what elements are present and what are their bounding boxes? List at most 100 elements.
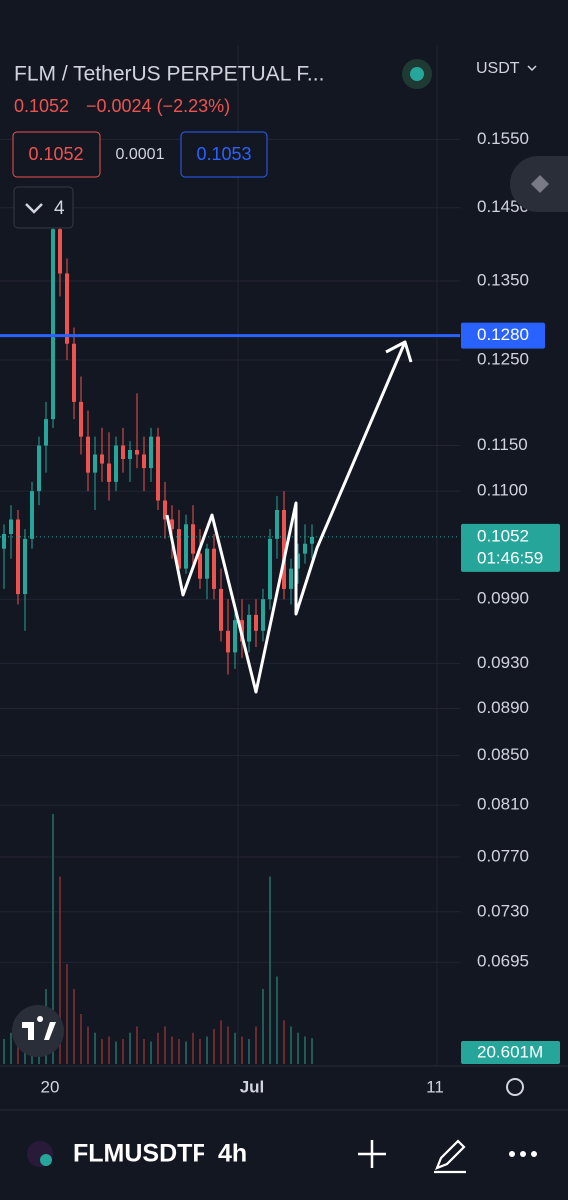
candle-body <box>247 614 251 642</box>
candle-body <box>23 538 27 595</box>
add-button[interactable] <box>358 1140 386 1168</box>
volume-bar <box>255 1026 257 1064</box>
settings-icon[interactable] <box>506 1078 524 1096</box>
y-tick-label: 0.0890 <box>477 698 529 717</box>
symbol-icon-badge <box>40 1154 52 1166</box>
candle-body <box>44 419 48 446</box>
candle-body <box>310 536 314 544</box>
chevron <box>25 203 43 214</box>
candle-body <box>282 509 286 589</box>
y-tick-label: 0.0770 <box>477 847 529 866</box>
candle-body <box>121 445 125 460</box>
volume-bar <box>80 1014 82 1064</box>
volume-bar <box>262 989 264 1064</box>
footer-interval[interactable]: 4h <box>218 1140 247 1168</box>
candle-body <box>219 588 223 631</box>
candle-body <box>184 524 188 569</box>
more-button[interactable] <box>509 1151 537 1157</box>
volume-bar <box>311 1038 313 1064</box>
candle-body <box>58 229 62 274</box>
x-label: Jul <box>240 1077 265 1096</box>
candle-body <box>114 445 118 482</box>
volume-bar <box>101 1039 103 1064</box>
volume-bar <box>248 1039 250 1064</box>
candle-body <box>198 553 202 579</box>
volume-label: 20.601M <box>477 1042 543 1061</box>
volume-bar <box>227 1026 229 1064</box>
exchange-icon <box>531 175 549 193</box>
currency[interactable]: USDT <box>476 60 520 77</box>
indicators-count[interactable]: 4 <box>54 198 65 219</box>
draw-button[interactable] <box>434 1139 466 1174</box>
candle-body <box>72 343 76 402</box>
candle-body <box>93 454 97 473</box>
y-tick-label: 0.1150 <box>477 435 528 454</box>
volume-bar <box>115 1041 117 1064</box>
caret <box>527 65 537 72</box>
buy-price[interactable]: 0.1053 <box>196 144 251 164</box>
buy-button[interactable] <box>180 131 268 178</box>
toolbar <box>0 1110 568 1200</box>
volume-bar <box>122 1039 124 1064</box>
y-tick-label: 0.1350 <box>477 271 529 290</box>
candle-body <box>100 454 104 464</box>
sell-price[interactable]: 0.1052 <box>28 144 83 164</box>
volume-bar <box>297 1032 299 1064</box>
candle-body <box>30 491 34 539</box>
candle-body <box>226 630 230 653</box>
volume-bar <box>164 1026 166 1064</box>
candle-body <box>212 548 216 589</box>
y-tick-label: 0.0695 <box>477 952 529 971</box>
volume-bar <box>73 989 75 1064</box>
grid <box>237 45 438 1065</box>
y-tick-label: 0.1250 <box>477 349 529 368</box>
volume-tag <box>461 1041 560 1064</box>
volume-bar <box>143 1039 145 1064</box>
x-label: 11 <box>426 1077 444 1096</box>
volume-bar <box>241 1036 243 1064</box>
price-tag-label: 0.1280 <box>477 325 529 344</box>
volume-bar <box>269 876 271 1064</box>
volume-bar <box>206 1036 208 1064</box>
candle-body <box>142 454 146 469</box>
sell-button[interactable] <box>12 131 101 178</box>
price-axis: 0.1550 0.1450 0.1350 0.1250 0.1150 0.1100 0.09… <box>461 129 560 1064</box>
volume-bar <box>150 1041 152 1064</box>
x-label: 20 <box>41 1077 60 1096</box>
y-tick-label: 0.0990 <box>477 589 529 608</box>
volume-bar <box>234 1032 236 1064</box>
candle-body <box>156 436 160 501</box>
candle-body <box>191 524 195 554</box>
current-price-tag <box>461 523 560 572</box>
y-tick-label: 0.0730 <box>477 901 529 920</box>
symbol-title[interactable]: FLM / TetherUS PERPETUAL F... <box>14 63 324 86</box>
candle-body <box>296 553 300 569</box>
volume-bar <box>185 1041 187 1064</box>
volume-bar <box>283 1020 285 1064</box>
y-tick-label: 0.0850 <box>477 745 529 764</box>
indicators-toggle[interactable] <box>13 186 74 229</box>
volume-bar <box>129 1032 131 1064</box>
last-price: 0.1052 <box>14 96 69 116</box>
price-tag <box>461 322 545 349</box>
tv-logo-bg <box>12 1005 64 1057</box>
volume-bar <box>87 1026 89 1064</box>
volume-bar <box>199 1039 201 1064</box>
y-tick-label: 0.1100 <box>477 481 528 500</box>
spread: 0.0001 <box>116 146 165 163</box>
candle-body <box>51 229 55 420</box>
candle-body <box>37 445 41 492</box>
volume-bar <box>10 1032 12 1064</box>
candle-body <box>65 273 69 344</box>
current-price-label: 0.1052 <box>477 526 529 545</box>
footer-symbol[interactable]: FLMUSDTF <box>73 1140 208 1168</box>
candle-body <box>233 620 237 653</box>
candle-body <box>303 543 307 554</box>
y-tick-label: 0.1450 <box>477 197 529 216</box>
candle-body <box>107 463 111 482</box>
y-tick-label: 0.1550 <box>477 129 529 148</box>
candle-body <box>16 519 20 595</box>
